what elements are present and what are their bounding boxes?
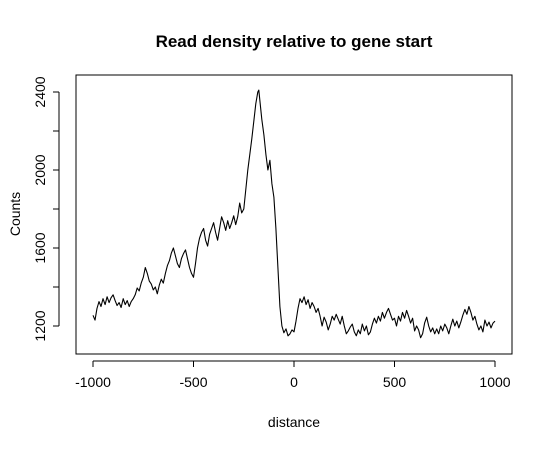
y-axis-label: Counts	[7, 192, 23, 236]
chart-title: Read density relative to gene start	[156, 32, 433, 51]
x-tick-label: 500	[383, 374, 407, 390]
x-axis-label: distance	[268, 414, 320, 430]
x-axis: -1000 -500 0 500 1000	[75, 360, 511, 390]
x-tick-label: -500	[179, 374, 207, 390]
y-axis: 1200 1600 2000 2400	[32, 76, 60, 342]
series-line-read-density	[92, 89, 496, 339]
x-tick-label: 0	[290, 374, 298, 390]
y-tick-label: 1600	[32, 232, 48, 263]
x-tick-label: 1000	[479, 374, 510, 390]
y-tick-label: 2400	[32, 76, 48, 107]
y-tick-label: 1200	[32, 310, 48, 341]
y-tick-label: 2000	[32, 154, 48, 185]
plot-area-frame	[75, 74, 513, 355]
x-tick-label: -1000	[75, 374, 111, 390]
